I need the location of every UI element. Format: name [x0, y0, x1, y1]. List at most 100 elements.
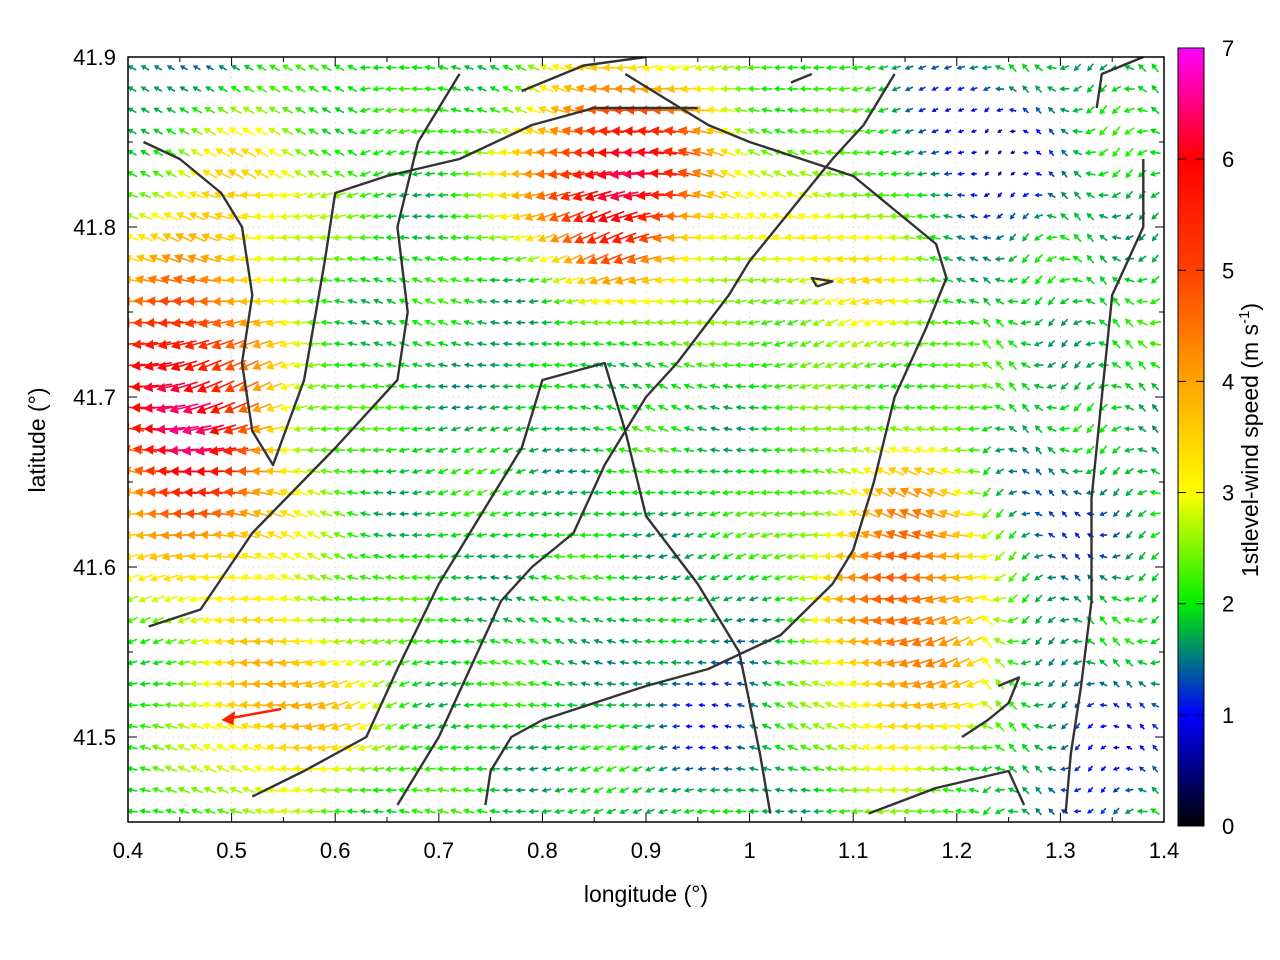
wind-vector-head: [810, 233, 818, 242]
wind-vector-head: [902, 808, 909, 815]
wind-vector-head: [861, 297, 870, 306]
wind-vector-shaft: [753, 746, 759, 750]
wind-vector-head: [1149, 298, 1157, 305]
wind-vector-shaft: [934, 428, 942, 431]
wind-vector-head: [437, 362, 444, 368]
wind-vector-shaft: [959, 534, 970, 538]
wind-vector-head: [527, 702, 534, 709]
wind-vector-shaft: [766, 704, 772, 708]
wind-vector-shaft: [947, 258, 954, 262]
wind-vector-shaft: [804, 640, 813, 643]
wind-vector-head: [1138, 360, 1145, 368]
wind-vector-head: [398, 723, 405, 730]
wind-vector-head: [683, 383, 690, 390]
wind-vector-head: [306, 404, 314, 411]
wind-vector-shaft: [699, 193, 712, 199]
wind-vector-head: [735, 426, 742, 432]
wind-vector-head: [397, 638, 405, 645]
wind-vector-shaft: [778, 278, 787, 281]
wind-vector-head: [1111, 616, 1118, 623]
wind-vector-head: [128, 787, 133, 794]
wind-vector-shaft: [1154, 704, 1160, 708]
wind-vector-shaft: [363, 744, 373, 749]
wind-vector-head: [437, 234, 443, 241]
wind-vector-shaft: [403, 448, 410, 451]
wind-vector-shaft: [429, 193, 435, 196]
wind-vector-shaft: [377, 300, 383, 305]
wind-vector-shaft: [259, 425, 272, 431]
wind-vector-head: [760, 510, 767, 518]
wind-vector-shaft: [1103, 683, 1108, 687]
wind-vector-shaft: [1063, 679, 1068, 685]
wind-vector-shaft: [791, 172, 800, 178]
wind-vector-head: [1071, 277, 1078, 283]
wind-vector-head: [357, 723, 366, 731]
wind-vector-shaft: [1141, 573, 1147, 579]
wind-vector-shaft: [429, 533, 436, 536]
wind-vector-shaft: [156, 194, 165, 199]
wind-vector-shaft: [273, 789, 282, 793]
wind-vector-shaft: [945, 534, 958, 538]
wind-vector-head: [1061, 363, 1067, 369]
wind-vector-head: [696, 553, 703, 559]
wind-vector-head: [772, 191, 780, 199]
wind-vector-shaft: [779, 618, 785, 621]
wind-vector-shaft: [675, 532, 681, 536]
wind-vector-head: [748, 596, 755, 602]
wind-vector-shaft: [442, 810, 449, 814]
wind-vector-head: [463, 574, 469, 581]
wind-vector-shaft: [985, 682, 993, 691]
wind-vector-shaft: [1077, 513, 1081, 517]
wind-vector-head: [773, 319, 781, 326]
wind-vector-head: [721, 808, 728, 815]
wind-vector-head: [241, 765, 249, 773]
wind-vector-head: [939, 488, 948, 497]
wind-vector-shaft: [998, 529, 1005, 536]
wind-vector-head: [1061, 341, 1067, 348]
wind-vector-head: [358, 595, 365, 603]
wind-vector-shaft: [1050, 318, 1056, 324]
wind-vector-shaft: [1141, 385, 1146, 392]
wind-vector-head: [637, 212, 647, 222]
wind-vector-head: [684, 532, 690, 538]
wind-vector-shaft: [247, 215, 257, 219]
wind-vector-head: [371, 723, 379, 730]
wind-vector-head: [939, 467, 948, 475]
wind-vector-shaft: [714, 343, 722, 346]
wind-vector-head: [1008, 403, 1015, 410]
wind-vector-shaft: [1064, 556, 1068, 560]
wind-vector-head: [720, 255, 728, 263]
wind-vector-head: [280, 573, 288, 581]
wind-vector-shaft: [688, 809, 695, 813]
wind-vector-shaft: [165, 361, 185, 368]
wind-vector-head: [436, 765, 443, 773]
wind-vector-shaft: [247, 767, 256, 773]
wind-vector-shaft: [416, 385, 423, 388]
wind-vector-shaft: [1011, 530, 1017, 536]
wind-vector-shaft: [1051, 701, 1056, 706]
wind-vector-head: [722, 532, 729, 539]
wind-vector-shaft: [416, 448, 423, 451]
wind-vector-head: [475, 234, 482, 241]
wind-vector-shaft: [908, 172, 915, 175]
wind-vector-shaft: [1037, 449, 1043, 455]
wind-vector-shaft: [856, 215, 865, 218]
wind-vector-shaft: [182, 789, 191, 794]
wind-vector-head: [968, 298, 975, 305]
wind-vector-head: [424, 213, 430, 220]
wind-vector-head: [1033, 553, 1040, 559]
wind-vector-head: [834, 552, 843, 561]
wind-vector-shaft: [1063, 382, 1069, 387]
wind-vector-shaft: [766, 341, 773, 345]
wind-vector-head: [137, 574, 146, 582]
wind-vector-head: [1150, 554, 1157, 560]
wind-vector-head: [372, 213, 379, 220]
wind-vector-shaft: [364, 343, 371, 346]
wind-vector-head: [1086, 254, 1093, 261]
wind-vector-head: [696, 404, 703, 411]
wind-vector-head: [825, 808, 832, 815]
wind-vector-shaft: [1011, 407, 1017, 413]
wind-vector-shaft: [675, 767, 681, 770]
wind-vector-head: [238, 679, 247, 689]
wind-vector-shaft: [739, 236, 749, 240]
